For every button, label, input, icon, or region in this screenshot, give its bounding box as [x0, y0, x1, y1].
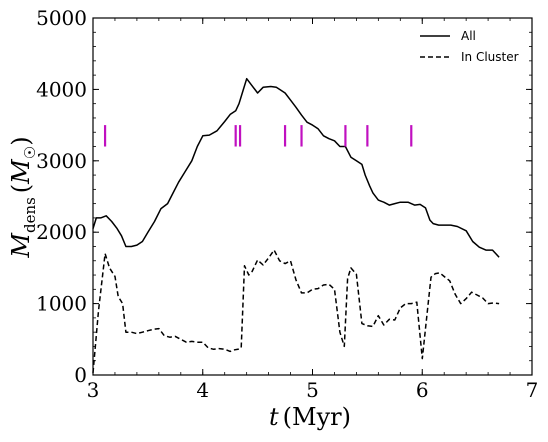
y-tick-label: 1000	[36, 292, 87, 316]
y-axis-label-var: M	[7, 232, 35, 259]
x-tick-label: 7	[526, 378, 539, 402]
series-line-all	[92, 77, 500, 258]
x-tick-label: 5	[306, 378, 319, 402]
series-line-in-cluster	[92, 249, 500, 373]
series-layer	[92, 77, 500, 373]
legend-label-in-cluster: In Cluster	[461, 50, 519, 64]
x-axis-label-unit: (Myr)	[283, 403, 351, 431]
y-tick-label: 0	[74, 363, 87, 387]
y-tick-label: 4000	[36, 77, 87, 101]
x-axis-label-var: t	[269, 403, 279, 431]
x-tick-label: 4	[196, 378, 209, 402]
x-axis-label: t (Myr)	[269, 403, 351, 431]
marker-layer	[103, 125, 413, 147]
legend: All In Cluster	[420, 29, 519, 64]
y-axis-label-subscript: dens	[21, 197, 39, 233]
y-tick-label: 5000	[36, 6, 87, 30]
legend-label-all: All	[461, 29, 476, 43]
y-axis-label: Mdens (M☉)	[7, 136, 39, 258]
y-axis-label-unit: (M☉)	[7, 136, 39, 193]
y-tick-label: 3000	[36, 149, 87, 173]
x-tick-label: 3	[87, 378, 100, 402]
tick-layer: 3 4 5 6 7 0 1000 2000 3000 4000 5000	[36, 6, 538, 402]
y-tick-label: 2000	[36, 220, 87, 244]
x-tick-label: 6	[416, 378, 429, 402]
